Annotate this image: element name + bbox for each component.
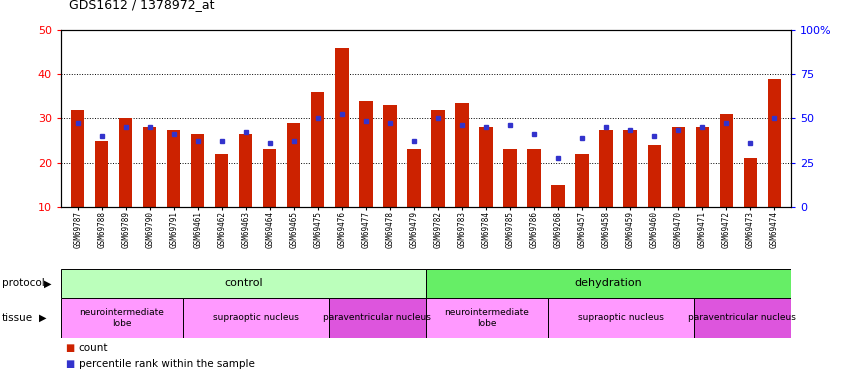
Bar [328, 298, 426, 338]
Bar [191, 134, 205, 207]
Bar [672, 128, 684, 207]
Bar [480, 128, 492, 207]
Bar [311, 92, 325, 207]
Bar [215, 154, 228, 207]
Bar [695, 128, 709, 207]
Bar [767, 79, 781, 207]
Bar [168, 129, 180, 207]
Text: GDS1612 / 1378972_at: GDS1612 / 1378972_at [69, 0, 215, 11]
Bar [335, 48, 349, 207]
Bar [288, 123, 300, 207]
Bar [360, 101, 372, 207]
Bar [383, 105, 397, 207]
Text: ■: ■ [65, 359, 74, 369]
Bar [61, 269, 426, 298]
Text: supraoptic nucleus: supraoptic nucleus [578, 314, 663, 322]
Bar [527, 150, 541, 207]
Bar [503, 150, 517, 207]
Bar [426, 298, 547, 338]
Text: control: control [224, 279, 263, 288]
Text: neurointermediate
lobe: neurointermediate lobe [80, 308, 164, 328]
Bar [720, 114, 733, 207]
Bar [426, 269, 791, 298]
Bar [600, 129, 613, 207]
Text: supraoptic nucleus: supraoptic nucleus [212, 314, 299, 322]
Text: count: count [79, 343, 108, 353]
Text: ■: ■ [65, 343, 74, 353]
Bar [455, 103, 469, 207]
Text: protocol: protocol [2, 279, 45, 288]
Text: paraventricular nucleus: paraventricular nucleus [323, 314, 431, 322]
Bar [744, 158, 757, 207]
Bar [239, 134, 252, 207]
Bar [71, 110, 85, 207]
Bar [183, 298, 328, 338]
Text: tissue: tissue [2, 313, 33, 323]
Bar [431, 110, 445, 207]
Bar [119, 118, 132, 207]
Text: paraventricular nucleus: paraventricular nucleus [689, 314, 796, 322]
Bar [552, 185, 564, 207]
Text: neurointermediate
lobe: neurointermediate lobe [444, 308, 530, 328]
Text: percentile rank within the sample: percentile rank within the sample [79, 359, 255, 369]
Bar [61, 298, 183, 338]
Text: ▶: ▶ [39, 313, 47, 323]
Bar [95, 141, 108, 207]
Bar [694, 298, 791, 338]
Text: dehydration: dehydration [574, 279, 642, 288]
Bar [547, 298, 694, 338]
Bar [647, 145, 661, 207]
Bar [575, 154, 589, 207]
Bar [407, 150, 420, 207]
Bar [263, 150, 277, 207]
Bar [624, 129, 637, 207]
Bar [143, 128, 157, 207]
Text: ▶: ▶ [44, 279, 52, 288]
